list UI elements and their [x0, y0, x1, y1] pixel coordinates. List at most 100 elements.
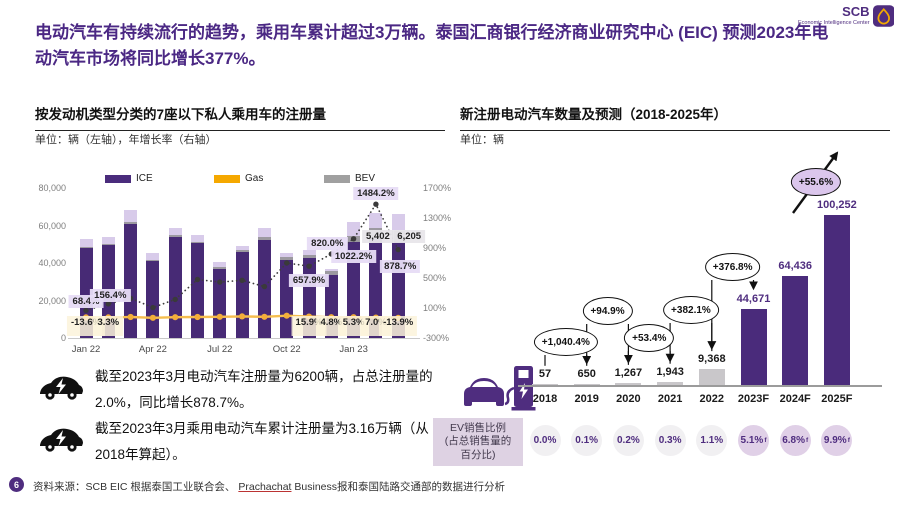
bar-cap_unlabeled-Jan 23	[347, 221, 361, 236]
bar-cap_unlabeled-Dec 22	[324, 268, 338, 271]
bar-value-2018: 57	[538, 367, 552, 380]
ev-share-label-line: (占总销售量的	[444, 435, 512, 448]
ev-share-circle-2018: 0.0%	[529, 425, 561, 456]
page-title: 电动汽车有持续流行的趋势，乘用车累计超过3万辆。泰国汇商银行经济商业研究中心 (…	[35, 23, 829, 68]
bar-BEV-Apr 22	[146, 260, 160, 262]
scb-logo-icon	[872, 5, 894, 27]
bar-cap_unlabeled-Oct 22	[280, 252, 294, 258]
bar-BEV-Aug 22	[235, 249, 249, 252]
ev-share-value: 5.1%	[740, 435, 764, 446]
bar-ICE-Apr 22	[146, 261, 160, 338]
bullet-text: 截至2023年3月电动汽车注册量为6200辆，占总注册量的2.0%，同比增长87…	[95, 369, 433, 410]
ev-car-icon	[40, 428, 83, 452]
bar-2023F	[740, 309, 767, 385]
source-prefix: 资料来源：SCB EIC 根据泰国工业联合会、	[33, 481, 239, 493]
bar-2022	[698, 369, 725, 385]
y-axis-tick-left: 60,000	[38, 220, 66, 231]
bar-ICE-Jul 22	[213, 268, 227, 338]
bar-cap_unlabeled-Jun 22	[191, 234, 204, 242]
trend-growth-ellipse: +55.6%	[790, 168, 842, 196]
ev-share-value: 9.9%	[823, 435, 847, 446]
growth-ellipse: +1,040.4%	[533, 328, 598, 356]
bar-BEV-Jun 22	[191, 241, 204, 244]
left-chart-unit: 单位：辆（左轴），年增长率（右轴）	[35, 134, 217, 146]
ev-car-charging-icon	[464, 366, 536, 411]
bar-BEV-Feb 22	[101, 244, 115, 246]
y-axis-tick-right: 900%	[423, 243, 447, 253]
x-axis-label: Oct 22	[272, 344, 301, 355]
left-chart-legend: ICE Gas BEV	[35, 173, 455, 187]
growth-label: 657.9%	[288, 274, 330, 288]
bar-ICE-May 22	[168, 236, 182, 338]
forecast-flag: f	[764, 437, 767, 444]
bar-cap_unlabeled-Feb 23	[369, 213, 383, 228]
bar-value-2024F: 64,436	[778, 259, 813, 272]
ice-swatch-icon	[105, 174, 131, 183]
page-number-badge: 6	[9, 477, 24, 492]
bar-ICE-Mar 22	[124, 223, 138, 338]
x-axis-label-2022: 2022	[699, 393, 725, 405]
scb-logo-text: SCB Economic Intelligence Center	[798, 4, 870, 26]
y-axis-tick-left: 80,000	[38, 183, 66, 193]
bar-BEV-Nov 22	[302, 254, 316, 259]
ev-share-value: 0.2%	[616, 435, 640, 446]
legend-item-ICE: ICE	[105, 173, 153, 184]
bar-cap_unlabeled-Aug 22	[235, 246, 249, 250]
right-chart-title: 新注册电动汽车数量及预测（2018-2025年）	[460, 103, 890, 131]
ev-share-value: 0.0%	[533, 435, 557, 446]
source-note: 资料来源：SCB EIC 根据泰国工业联合会、 Prachachat Busin…	[33, 479, 505, 494]
ev-share-circle-2022: 1.1%	[696, 425, 728, 456]
bar-cap_unlabeled-Mar 22	[124, 209, 138, 223]
bar-2025F	[823, 215, 850, 385]
scb-logo-subtitle: Economic Intelligence Center	[798, 20, 870, 26]
growth-ellipse: +382.1%	[663, 296, 719, 324]
bar-cap_unlabeled-Sep 22	[257, 228, 271, 238]
forecast-flag: f	[847, 437, 850, 444]
source-suffix: Business报和泰国陆路交通部的数据进行分析	[291, 481, 506, 493]
total-growth-label: 4.8%	[316, 316, 347, 336]
legend-label: Gas	[245, 173, 264, 184]
x-axis-label-2019: 2019	[574, 393, 599, 405]
growth-label: 878.7%	[380, 259, 421, 273]
source-link[interactable]: Prachachat	[238, 481, 292, 493]
ev-share-value: 0.3%	[658, 435, 682, 446]
x-axis-label: Jul 22	[207, 344, 233, 355]
bar-BEV-Jan 22	[79, 247, 93, 248]
y-axis-tick-left: 40,000	[38, 258, 66, 268]
bar-2020	[615, 382, 642, 385]
legend-item-Gas: Gas	[214, 173, 263, 184]
bar-ICE-Sep 22	[257, 239, 271, 338]
y-axis-tick-right: 100%	[423, 303, 447, 313]
bar-cap_unlabeled-Mar 23	[391, 214, 405, 231]
bar-value-2021: 1,943	[656, 365, 684, 378]
x-axis-label-2024F: 2024F	[779, 393, 811, 405]
ev-car-icon	[40, 376, 83, 400]
total-growth-label: 3.3%	[93, 316, 124, 336]
y-axis-tick-right: 1700%	[423, 183, 452, 193]
x-axis-line	[68, 338, 420, 339]
bar-cap_unlabeled-May 22	[168, 228, 182, 236]
bar-BEV-May 22	[168, 235, 182, 237]
bev-growth-marker	[373, 201, 379, 207]
bar-2024F	[782, 275, 809, 385]
bar-value-2019: 650	[577, 367, 596, 380]
ev-share-circle-2019: 0.1%	[571, 425, 603, 456]
legend-label: BEV	[355, 173, 376, 184]
bar-BEV-Jul 22	[213, 267, 227, 269]
y-axis-tick-right: 500%	[423, 273, 447, 283]
bar-cap_unlabeled-Apr 22	[146, 252, 160, 260]
bar-value-2025F: 100,252	[817, 199, 857, 211]
ev-share-value: 6.8%	[782, 435, 805, 446]
bullet-ev-cumulative: 截至2023年3月乘用电动汽车累计注册量为3.16万辆（从2018年算起）。	[36, 416, 457, 468]
legend-item-BEV: BEV	[324, 173, 375, 184]
growth-label: 820.0%	[307, 237, 348, 250]
bar-cap_unlabeled-Jan 22	[79, 238, 93, 248]
ev-share-circle-2024F: 6.8% f	[779, 425, 811, 456]
bar-cap_unlabeled-Feb 22	[101, 236, 115, 245]
bar-BEV-Jan 23	[347, 235, 361, 243]
left-chart-canvas: ICE Gas BEV 80,000 60,000 40,000 20,000 0 1700%…	[35, 170, 455, 360]
bar-ICE-Aug 22	[235, 251, 249, 338]
x-axis-label: Jan 22	[71, 344, 101, 355]
forecast-flag: f	[806, 437, 809, 444]
